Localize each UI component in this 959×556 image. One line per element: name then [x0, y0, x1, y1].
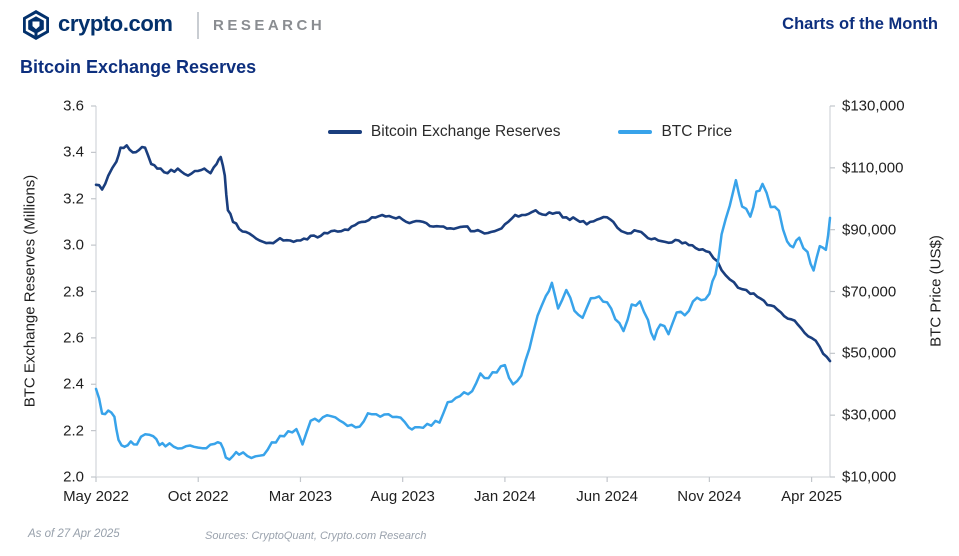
chart-legend: Bitcoin Exchange Reserves BTC Price	[170, 123, 890, 141]
sources-note: Sources: CryptoQuant, Crypto.com Researc…	[205, 530, 427, 542]
y-axis-tick-label-right: $90,000	[842, 221, 897, 239]
x-axis-tick-label: Jun 2024	[576, 488, 639, 505]
btc-price-line	[94, 178, 832, 461]
brand-wordmark: crypto.com	[58, 11, 173, 36]
y-axis-tick-label-left: 3.0	[63, 236, 84, 254]
research-label: RESEARCH	[213, 17, 326, 34]
right-axis-title: BTC Price (US$)	[927, 235, 945, 347]
legend-label-btc-price: BTC Price	[661, 123, 733, 140]
y-axis-tick-label-left: 2.2	[63, 422, 84, 440]
y-axis-tick-label-right: $10,000	[842, 468, 897, 486]
y-axis-tick-label-left: 3.6	[63, 97, 84, 115]
y-axis-tick-label-right: $70,000	[842, 283, 897, 300]
legend-swatch-btc-price	[618, 130, 653, 134]
y-axis-tick-label-right: $130,000	[842, 97, 905, 115]
y-axis-tick-label-left: 3.2	[63, 190, 84, 208]
left-axis-title: BTC Exchange Reserves (Millions)	[21, 174, 39, 408]
y-axis-tick-label-left: 2.4	[63, 375, 84, 393]
y-axis-tick-label-right: $110,000	[842, 159, 904, 177]
as-of-date: As of 27 Apr 2025	[28, 528, 120, 540]
x-axis-tick-label: Apr 2025	[781, 488, 843, 505]
y-axis-tick-label-left: 2.8	[63, 283, 84, 300]
header-divider	[197, 12, 199, 39]
y-axis-tick-label-left: 3.4	[63, 143, 84, 161]
x-axis-tick-label: May 2022	[63, 488, 129, 505]
legend-item-btc-price: BTC Price	[618, 123, 732, 141]
y-axis-tick-label-right: $50,000	[842, 344, 897, 362]
x-axis-tick-label: Jan 2024	[474, 488, 536, 505]
reserves-line	[94, 144, 832, 363]
x-axis-tick-label: Mar 2023	[268, 488, 333, 505]
legend-swatch-reserves	[327, 130, 362, 134]
y-axis-tick-label-left: 2.6	[63, 329, 84, 347]
x-axis-tick-label: Nov 2024	[677, 488, 742, 505]
y-axis-tick-label-right: $30,000	[842, 406, 897, 424]
crypto-com-logo-icon	[23, 10, 49, 40]
x-axis-tick-label: Aug 2023	[370, 488, 435, 505]
charts-of-the-month-label: Charts of the Month	[782, 15, 938, 33]
legend-item-reserves: Bitcoin Exchange Reserves	[327, 123, 561, 141]
y-axis-tick-label-left: 2.0	[63, 468, 84, 486]
page-title: Bitcoin Exchange Reserves	[20, 57, 257, 77]
legend-label-reserves: Bitcoin Exchange Reserves	[370, 123, 561, 140]
x-axis-tick-label: Oct 2022	[167, 488, 229, 505]
